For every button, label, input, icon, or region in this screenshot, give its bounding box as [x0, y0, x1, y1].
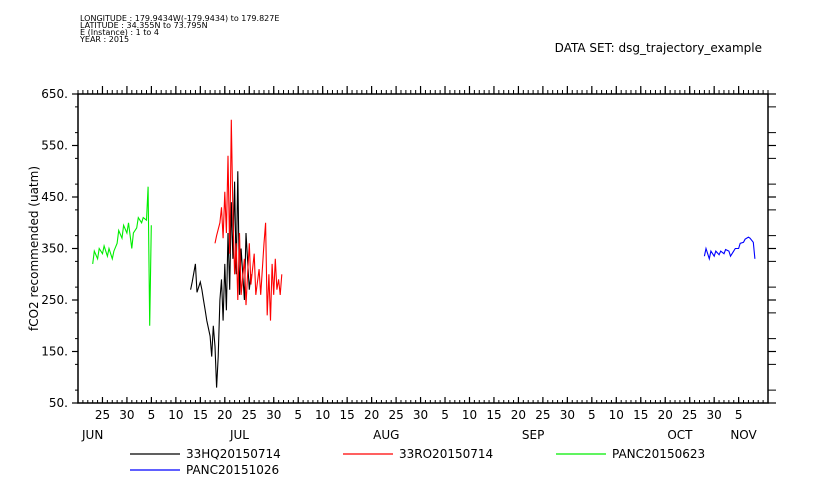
x-tick-label: 20	[511, 408, 526, 422]
series-line-33RO20150714	[214, 119, 283, 321]
x-tick-label: 25	[388, 408, 403, 422]
x-tick-label: 20	[217, 408, 232, 422]
x-tick-label: 10	[462, 408, 477, 422]
x-tick-label: 15	[193, 408, 208, 422]
x-tick-label: 15	[340, 408, 355, 422]
y-axis-label: fCO2 recommended (uatm)	[27, 166, 41, 331]
x-tick-label: 25	[95, 408, 110, 422]
x-tick-label: 5	[294, 408, 302, 422]
x-tick-label: 20	[364, 408, 379, 422]
x-tick-label: 5	[588, 408, 596, 422]
y-tick-label: 550.	[41, 139, 68, 153]
x-tick-label: 30	[707, 408, 722, 422]
y-axis: 50. 150. 250. 350. 450. 550. 650.	[41, 87, 776, 410]
x-tick-label: 15	[633, 408, 648, 422]
header-line: LATITUDE : 34.355N to 73.795N	[80, 21, 208, 30]
x-month-label: OCT	[667, 428, 693, 442]
x-month-label: AUG	[373, 428, 399, 442]
y-tick-label: 650.	[41, 87, 68, 101]
x-tick-label: 5	[735, 408, 743, 422]
legend-label: PANC20151026	[186, 463, 279, 477]
x-month-label: SEP	[522, 428, 544, 442]
x-tick-label: 10	[168, 408, 183, 422]
x-axis: 25 30 5 10 15 20 25 30 5 10 15 20 25 30 5 10 15 20 25 30 5 10…	[77, 86, 769, 442]
x-tick-label: 10	[609, 408, 624, 422]
y-tick-label: 350.	[41, 242, 68, 256]
x-tick-label: 30	[413, 408, 428, 422]
legend-label: 33HQ20150714	[186, 447, 281, 461]
legend: 33HQ20150714 33RO20150714 PANC20150623 PANC…	[130, 447, 705, 477]
x-tick-label: 25	[242, 408, 257, 422]
x-month-label: NOV	[730, 428, 757, 442]
legend-label: 33RO20150714	[399, 447, 493, 461]
x-tick-label: 25	[535, 408, 550, 422]
plot-frame	[77, 93, 769, 404]
x-month-label: JUL	[229, 428, 249, 442]
x-tick-label: 15	[486, 408, 501, 422]
x-tick-label: 5	[441, 408, 449, 422]
header-line: LONGITUDE : 179.9434W(-179.9434) to 179.…	[80, 14, 279, 23]
series-line-33HQ20150714	[190, 171, 252, 388]
series-line-PANC20150623	[92, 186, 152, 326]
x-month-label: JUN	[81, 428, 103, 442]
y-tick-label: 250.	[41, 293, 68, 307]
x-tick-label: 10	[315, 408, 330, 422]
series-line-PANC20151026	[703, 236, 756, 261]
x-tick-label: 5	[148, 408, 156, 422]
header-line: YEAR : 2015	[79, 35, 129, 44]
header-line: E (Instance) : 1 to 4	[80, 28, 159, 37]
y-tick-label: 50.	[49, 396, 68, 410]
header-block: LONGITUDE : 179.9434W(-179.9434) to 179.…	[79, 14, 279, 44]
y-tick-label: 150.	[41, 345, 68, 359]
x-tick-label: 30	[560, 408, 575, 422]
y-tick-label: 450.	[41, 190, 68, 204]
x-tick-label: 20	[658, 408, 673, 422]
x-tick-label: 25	[682, 408, 697, 422]
x-tick-label: 30	[266, 408, 281, 422]
x-tick-label: 30	[119, 408, 134, 422]
legend-label: PANC20150623	[612, 447, 705, 461]
dataset-title: DATA SET: dsg_trajectory_example	[555, 41, 762, 55]
series-layer	[92, 119, 756, 388]
